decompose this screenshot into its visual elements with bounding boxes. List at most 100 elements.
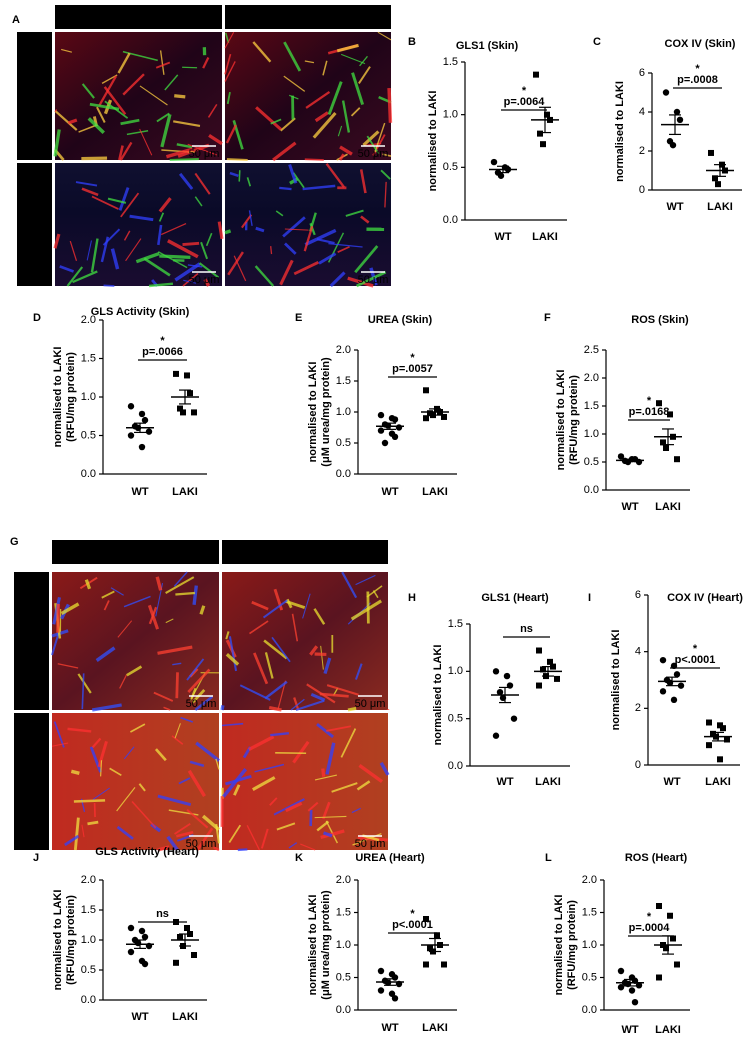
texture	[177, 143, 210, 158]
texture	[305, 90, 331, 109]
texture	[157, 645, 193, 655]
texture	[307, 801, 319, 812]
texture	[176, 143, 193, 149]
x-tick-label: LAKI	[655, 501, 681, 513]
data-point	[537, 130, 543, 137]
y-axis-label: (RFU/mg protein)	[65, 895, 77, 985]
texture	[316, 722, 335, 739]
texture	[81, 187, 99, 197]
data-point	[497, 172, 505, 179]
texture	[262, 599, 288, 619]
row-label-box	[14, 572, 49, 710]
x-tick-label: LAKI	[422, 486, 448, 498]
texture	[329, 271, 346, 288]
texture	[325, 820, 339, 844]
y-tick-label: 4	[635, 646, 641, 658]
data-point	[377, 987, 385, 994]
texture	[255, 106, 282, 131]
data-point	[391, 416, 399, 423]
data-point	[628, 987, 636, 994]
texture	[187, 264, 203, 268]
column-header	[52, 540, 219, 564]
texture	[360, 215, 370, 224]
data-point	[127, 403, 135, 410]
row-label-box	[14, 713, 49, 850]
y-tick-label: 0.0	[336, 1004, 351, 1016]
y-tick-label: 1.5	[81, 352, 96, 364]
texture	[326, 684, 359, 696]
texture	[229, 171, 239, 177]
data-point	[184, 925, 190, 931]
y-axis-label: normalised to LAKI	[307, 362, 319, 463]
y-axis-label: normalised to LAKI	[52, 890, 64, 991]
texture	[217, 221, 224, 240]
texture	[225, 774, 252, 786]
texture	[190, 687, 197, 700]
scale-bar-label: 50 μm	[355, 698, 386, 710]
texture	[159, 254, 191, 259]
data-point	[656, 400, 662, 407]
x-tick-label: LAKI	[707, 201, 733, 213]
texture	[176, 830, 194, 838]
texture	[228, 824, 242, 843]
significance-label: p=.0168	[629, 406, 670, 418]
column-label: LAKI	[292, 547, 318, 559]
texture	[90, 238, 99, 273]
y-axis-label: normalised to LAKI	[553, 895, 565, 996]
texture	[159, 50, 165, 75]
micrograph	[222, 572, 388, 710]
texture	[187, 769, 206, 797]
texture	[104, 100, 129, 119]
significance-star: *	[522, 85, 527, 97]
texture	[122, 73, 145, 96]
data-point	[127, 924, 135, 932]
y-tick-label: 0.5	[584, 456, 599, 468]
scale-bar-label: 50 μm	[189, 274, 220, 286]
texture	[91, 195, 119, 210]
data-point	[554, 675, 560, 682]
y-tick-label: 1.0	[584, 428, 599, 440]
texture	[337, 125, 343, 137]
data-point	[427, 945, 433, 952]
texture	[91, 737, 102, 749]
y-tick-label: 1.5	[582, 906, 597, 918]
texture	[355, 270, 387, 288]
texture	[54, 109, 58, 113]
data-point	[659, 656, 667, 664]
data-point	[388, 990, 396, 997]
y-tick-label: 0.0	[336, 468, 351, 480]
texture	[53, 721, 65, 748]
texture	[61, 48, 73, 53]
texture	[328, 243, 363, 248]
texture	[157, 251, 188, 269]
y-tick-label: 1.5	[81, 904, 96, 916]
y-tick-label: 0.5	[582, 971, 597, 983]
y-tick-label: 2	[635, 702, 641, 714]
x-tick-label: WT	[381, 1022, 398, 1034]
texture	[246, 824, 261, 851]
texture	[131, 800, 157, 829]
texture	[372, 134, 386, 156]
scale-bar-label: 50 μm	[189, 148, 220, 160]
data-point	[670, 935, 676, 942]
texture	[123, 230, 131, 241]
x-tick-label: WT	[381, 486, 398, 498]
texture	[103, 284, 115, 287]
texture	[160, 114, 172, 148]
texture	[222, 768, 248, 798]
texture	[377, 31, 392, 41]
data-point	[141, 960, 149, 968]
data-point	[434, 932, 440, 939]
texture	[260, 828, 269, 849]
texture	[123, 595, 151, 608]
texture	[309, 809, 313, 827]
texture	[382, 153, 392, 157]
texture	[183, 279, 197, 284]
texture	[174, 723, 181, 739]
texture	[178, 172, 194, 190]
texture	[57, 663, 79, 669]
texture	[273, 588, 284, 611]
texture	[264, 680, 288, 700]
row-label: K14	[19, 214, 31, 235]
texture	[175, 591, 195, 596]
